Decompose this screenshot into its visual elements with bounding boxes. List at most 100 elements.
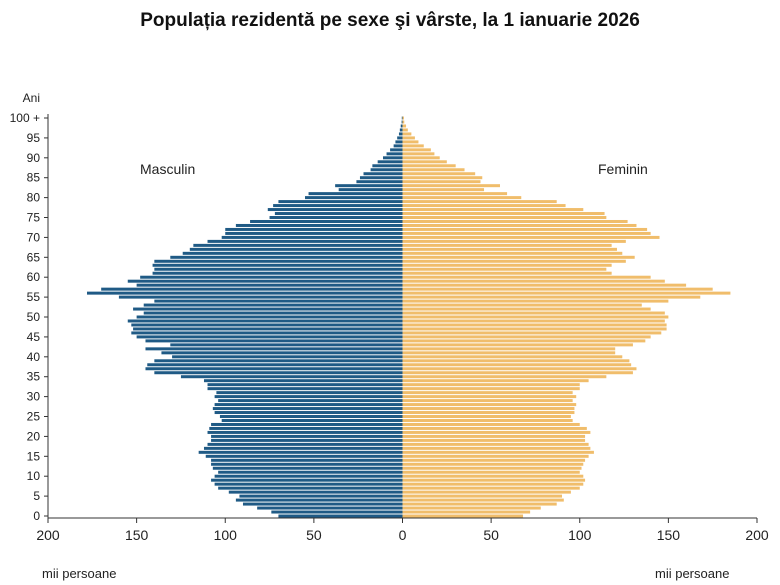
y-tick-label: 60	[27, 270, 41, 284]
male-bar-age-13	[211, 462, 403, 466]
male-bar-age-78	[273, 204, 403, 208]
x-tick-label: 200	[745, 527, 769, 543]
female-bar-age-7	[402, 486, 580, 490]
y-tick-label: 100 +	[10, 111, 40, 125]
male-bar-age-61	[152, 271, 403, 275]
male-bar-age-68	[193, 243, 403, 247]
female-bar-age-50	[402, 315, 669, 319]
male-bar-age-33	[207, 383, 403, 387]
male-bar-age-91	[386, 152, 403, 156]
female-bar-age-58	[402, 283, 687, 287]
male-bar-age-10	[214, 474, 403, 478]
male-bar-age-9	[211, 478, 403, 482]
male-bar-age-55	[118, 295, 403, 299]
legend-feminin: Feminin	[598, 161, 648, 177]
female-bar-age-98	[402, 124, 407, 128]
female-bar-age-89	[402, 160, 447, 164]
female-bar-age-84	[402, 180, 481, 184]
male-bar-age-76	[274, 212, 403, 216]
male-bar-age-86	[363, 172, 403, 176]
y-tick-label: 15	[27, 449, 41, 463]
y-tick-label: 80	[27, 191, 41, 205]
male-bar-age-14	[211, 458, 403, 462]
male-bar-age-75	[269, 216, 403, 220]
male-bar-age-77	[267, 208, 403, 212]
male-bar-age-62	[154, 267, 403, 271]
female-bar-age-6	[402, 490, 571, 494]
male-bar-age-59	[127, 279, 403, 283]
female-bar-age-9	[402, 478, 586, 482]
x-unit-label-left: mii persoane	[42, 566, 116, 581]
male-bar-age-46	[131, 331, 403, 335]
male-bar-age-84	[356, 180, 403, 184]
male-bar-age-12	[212, 466, 403, 470]
female-bar-age-96	[402, 132, 412, 136]
male-bar-age-80	[305, 196, 403, 200]
male-bar-age-7	[218, 486, 403, 490]
male-bar-age-85	[359, 176, 403, 180]
male-bar-age-26	[214, 411, 403, 415]
male-bar-age-23	[211, 422, 403, 426]
male-bar-age-71	[225, 231, 403, 235]
male-bar-age-40	[172, 355, 403, 359]
female-bar-age-99	[402, 120, 405, 124]
female-bar-age-53	[402, 303, 642, 307]
female-bar-age-38	[402, 363, 632, 367]
female-bar-age-74	[402, 219, 628, 223]
female-bar-age-68	[402, 243, 612, 247]
female-bar-age-82	[402, 188, 485, 192]
female-bar-age-47	[402, 327, 667, 331]
y-tick-label: 95	[27, 131, 41, 145]
female-bar-age-95	[402, 136, 415, 140]
male-bar-age-52	[133, 307, 403, 311]
male-bar-age-56	[86, 291, 403, 295]
female-bar-age-61	[402, 271, 612, 275]
x-tick-label: 100	[568, 527, 592, 543]
male-bar-age-37	[145, 367, 403, 371]
x-tick-label: 150	[657, 527, 681, 543]
male-bar-age-51	[143, 311, 403, 315]
female-bar-age-15	[402, 454, 589, 458]
female-bar-age-77	[402, 208, 584, 212]
female-bar-age-64	[402, 259, 626, 263]
male-bar-age-50	[136, 315, 403, 319]
y-tick-label: 5	[33, 489, 40, 503]
female-bar-age-51	[402, 311, 665, 315]
female-bar-age-93	[402, 144, 424, 148]
female-bar-age-42	[402, 347, 616, 351]
male-bar-age-100	[401, 116, 403, 120]
y-tick-label: 50	[27, 310, 41, 324]
female-bar-age-45	[402, 335, 651, 339]
x-tick-label: 0	[399, 527, 407, 543]
male-bar-age-28	[214, 403, 403, 407]
female-bar-age-27	[402, 407, 575, 411]
female-bar-age-86	[402, 172, 476, 176]
male-bar-age-38	[147, 363, 403, 367]
female-bar-age-18	[402, 442, 589, 446]
y-tick-label: 40	[27, 350, 41, 364]
male-bar-age-98	[400, 124, 403, 128]
x-tick-label: 150	[125, 527, 149, 543]
y-tick-label: 75	[27, 211, 41, 225]
female-bar-age-70	[402, 235, 660, 239]
y-tick-label: 45	[27, 330, 41, 344]
female-bar-age-12	[402, 466, 582, 470]
female-bars-group	[402, 116, 731, 518]
female-bar-age-71	[402, 231, 651, 235]
female-bar-age-91	[402, 152, 435, 156]
female-bar-age-87	[402, 168, 465, 172]
x-tick-label: 50	[306, 527, 322, 543]
female-bar-age-75	[402, 216, 607, 220]
male-bar-age-73	[235, 223, 403, 227]
female-bar-age-14	[402, 458, 586, 462]
female-bar-age-22	[402, 426, 587, 430]
y-tick-label: 25	[27, 410, 41, 424]
male-bars-group	[86, 116, 403, 518]
female-bar-age-33	[402, 383, 580, 387]
female-bar-age-30	[402, 395, 577, 399]
female-bar-age-28	[402, 403, 577, 407]
male-bar-age-42	[145, 347, 403, 351]
male-bar-age-88	[372, 164, 403, 168]
male-bar-age-16	[198, 450, 403, 454]
